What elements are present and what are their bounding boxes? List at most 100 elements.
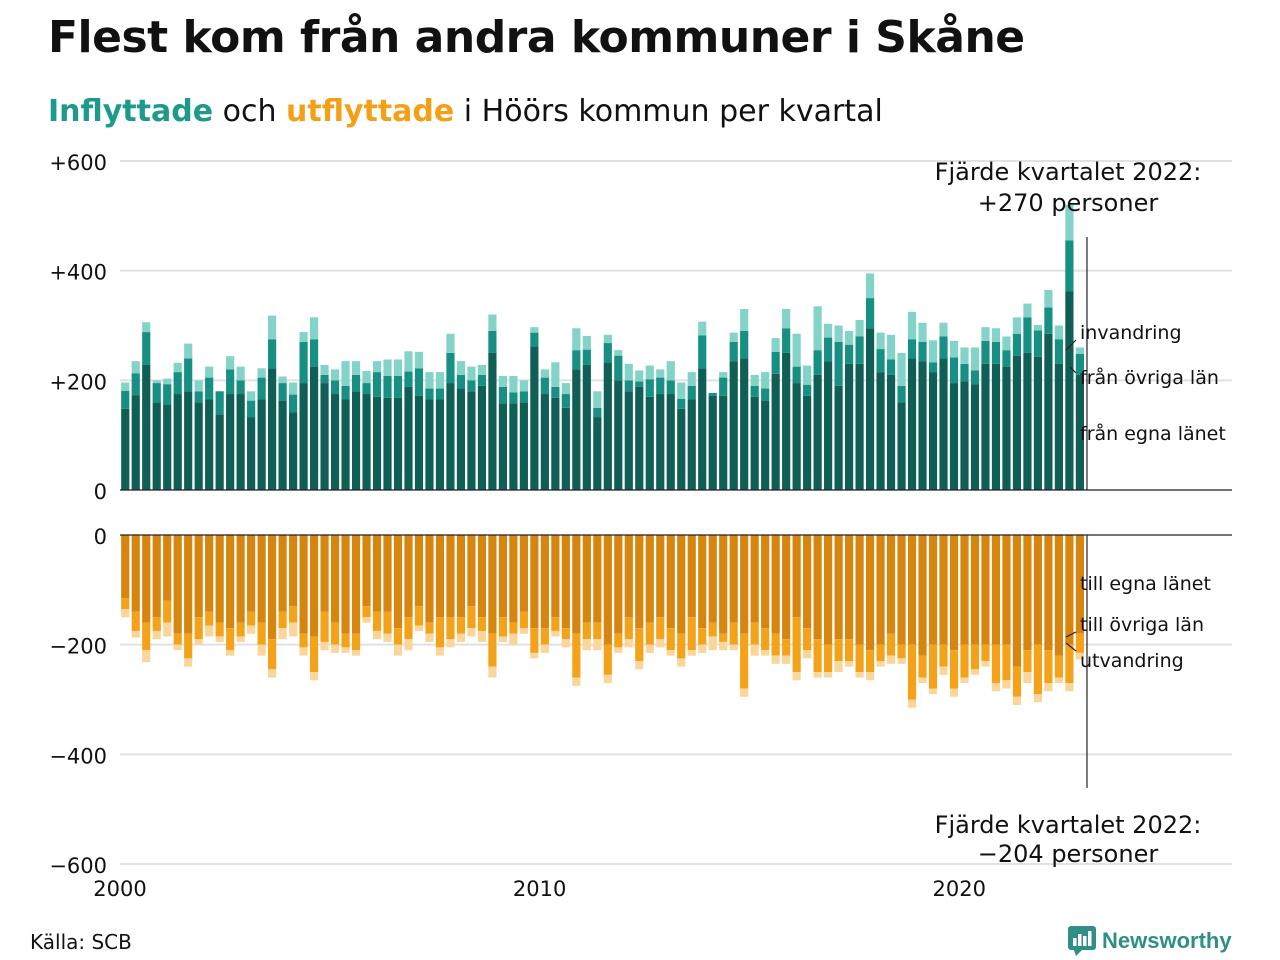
bar-out-segment: [897, 658, 906, 664]
bar-in-segment: [540, 369, 549, 378]
bar-in-segment: [593, 417, 602, 490]
bar-in-segment: [949, 340, 959, 358]
bar-in-segment: [603, 343, 612, 363]
bar-in-segment: [1012, 317, 1022, 334]
bar-out-segment: [152, 630, 161, 640]
bar-in-segment: [918, 341, 927, 362]
bar-out-segment: [351, 535, 361, 634]
bar-out-segment: [530, 652, 539, 659]
bar-in-segment: [247, 417, 256, 490]
bar-out-segment: [551, 630, 560, 637]
bar-in-segment: [603, 362, 612, 490]
bar-in-segment: [467, 366, 476, 381]
bar-in-segment: [142, 332, 151, 365]
bar-out-segment: [456, 617, 466, 634]
bar-in-segment: [404, 371, 413, 387]
bar-in-segment: [845, 344, 854, 364]
bar-out-segment: [404, 535, 413, 618]
bar-out-segment: [740, 688, 749, 697]
annotation-bottom-line1: Fjärde kvartalet 2022:: [935, 811, 1202, 839]
bar-out-segment: [886, 655, 896, 664]
bar-in-segment: [247, 400, 256, 418]
bar-out-segment: [771, 535, 780, 634]
bar-in-segment: [393, 359, 403, 376]
bar-in-segment: [813, 374, 822, 490]
bar-in-segment: [1033, 324, 1043, 331]
bar-out-segment: [855, 535, 864, 645]
bar-in-segment: [740, 309, 749, 331]
bar-in-segment: [834, 341, 843, 386]
x-tick-label: 2010: [513, 877, 566, 901]
bar-out-segment: [813, 535, 822, 640]
bar-out-segment: [991, 644, 1001, 684]
bar-in-segment: [404, 351, 413, 372]
bar-out-segment: [1075, 535, 1084, 634]
bar-in-segment: [981, 340, 990, 364]
bar-in-segment: [194, 380, 203, 392]
bar-out-segment: [152, 535, 161, 618]
bar-in-segment: [907, 311, 917, 340]
bar-out-segment: [1023, 535, 1032, 651]
bar-out-segment: [750, 535, 759, 623]
bar-out-segment: [477, 617, 487, 631]
bar-in-segment: [750, 374, 759, 386]
bar-out-segment: [792, 617, 801, 673]
bar-out-segment: [939, 666, 948, 675]
bar-in-segment: [425, 372, 434, 389]
bar-in-segment: [268, 315, 277, 340]
bar-out-segment: [247, 611, 256, 626]
bar-in-segment: [477, 364, 487, 375]
bar-in-segment: [656, 369, 665, 378]
bar-in-segment: [268, 339, 277, 369]
bar-out-segment: [635, 535, 644, 629]
bar-in-segment: [782, 309, 791, 329]
bar-in-segment: [184, 391, 193, 490]
bar-out-segment: [656, 535, 665, 618]
bar-out-segment: [886, 535, 896, 634]
bar-out-segment: [477, 630, 487, 642]
bar-out-segment: [949, 535, 959, 651]
bar-in-segment: [309, 317, 319, 340]
bar-in-segment: [582, 364, 591, 490]
bar-out-segment: [897, 644, 906, 659]
bar-out-segment: [320, 611, 329, 642]
bar-out-segment: [226, 628, 235, 651]
bar-out-segment: [698, 628, 707, 645]
subtitle-inflyttade: Inflyttade: [48, 94, 214, 129]
bar-out-segment: [1065, 535, 1074, 645]
bar-in-segment: [226, 356, 235, 370]
bar-in-segment: [824, 337, 833, 362]
bar-out-segment: [876, 535, 885, 645]
bar-in-segment: [907, 358, 917, 490]
bar-out-segment: [152, 617, 161, 631]
bar-out-segment: [372, 535, 382, 612]
bar-out-segment: [687, 617, 696, 651]
bar-out-segment: [456, 535, 466, 618]
bar-in-segment: [226, 369, 235, 395]
bar-in-segment: [698, 335, 707, 369]
bar-out-segment: [131, 630, 140, 638]
bar-in-segment: [163, 384, 172, 406]
y-tick-label-top: +600: [49, 151, 107, 175]
bar-out-segment: [782, 535, 791, 640]
bar-in-segment: [1065, 291, 1074, 490]
bar-in-segment: [949, 383, 959, 490]
bar-in-segment: [677, 408, 686, 490]
bar-out-segment: [614, 535, 623, 634]
bar-in-segment: [708, 395, 717, 490]
bar-out-segment: [435, 535, 445, 618]
bar-out-segment: [624, 617, 633, 640]
bar-out-segment: [205, 535, 214, 612]
bar-out-segment: [320, 641, 329, 651]
bar-in-segment: [404, 386, 413, 490]
bar-in-segment: [1002, 336, 1011, 351]
bar-in-segment: [970, 347, 980, 371]
bar-out-segment: [813, 639, 822, 673]
bar-out-segment: [540, 644, 549, 653]
bar-out-segment: [572, 633, 581, 678]
brand-name: Newsworthy: [1102, 928, 1232, 953]
bar-in-segment: [1023, 352, 1032, 490]
bar-out-segment: [928, 644, 938, 689]
bar-out-segment: [351, 650, 361, 656]
